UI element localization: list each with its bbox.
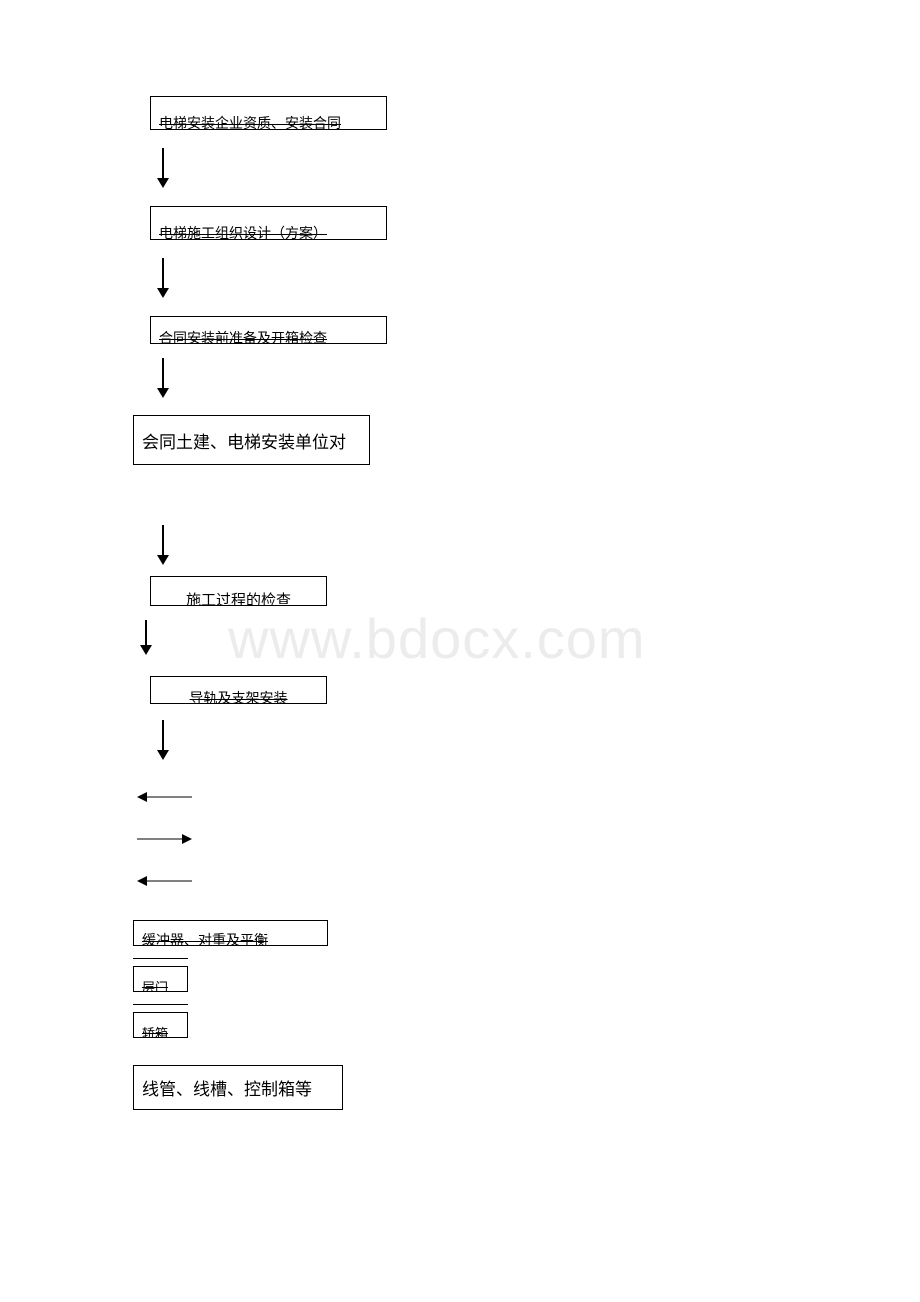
box-4-label: 会同土建、电梯安装单位对: [134, 428, 346, 453]
hl-1: [133, 958, 188, 959]
box-10-label: 线管、线槽、控制箱等: [134, 1075, 312, 1100]
box-8-label: 层门: [134, 977, 168, 992]
ad-1: [157, 148, 169, 188]
box-2: 电梯施工组织设计（方案）: [150, 206, 387, 240]
box-10: 线管、线槽、控制箱等: [133, 1065, 343, 1110]
box-4: 会同土建、电梯安装单位对: [133, 415, 370, 465]
ad-4: [157, 525, 169, 565]
box-2-label: 电梯施工组织设计（方案）: [151, 223, 327, 240]
ar-1: [137, 834, 192, 844]
box-6: 导轨及支架安装: [150, 676, 327, 704]
box-5-label: 施工过程的检查: [186, 589, 291, 606]
ad-6: [157, 720, 169, 760]
ad-2: [157, 258, 169, 298]
box-5: 施工过程的检查: [150, 576, 327, 606]
box-3: 合同安装前准备及开箱检查: [150, 316, 387, 344]
al-2: [137, 876, 192, 886]
box-1-label: 电梯安装企业资质、安装合同: [151, 113, 341, 130]
box-6-label: 导轨及支架安装: [190, 688, 288, 704]
watermark-text: www.bdocx.com: [228, 606, 646, 671]
box-1: 电梯安装企业资质、安装合同: [150, 96, 387, 130]
box-7: 缓冲器、对重及平衡: [133, 920, 328, 946]
box-9-label: 轿箱: [134, 1023, 168, 1038]
ad-5: [140, 620, 152, 655]
ad-3: [157, 358, 169, 398]
hl-2: [133, 1004, 188, 1005]
box-7-label: 缓冲器、对重及平衡: [134, 930, 268, 946]
box-3-label: 合同安装前准备及开箱检查: [151, 328, 327, 344]
box-9: 轿箱: [133, 1012, 188, 1038]
box-8: 层门: [133, 966, 188, 992]
al-1: [137, 792, 192, 802]
